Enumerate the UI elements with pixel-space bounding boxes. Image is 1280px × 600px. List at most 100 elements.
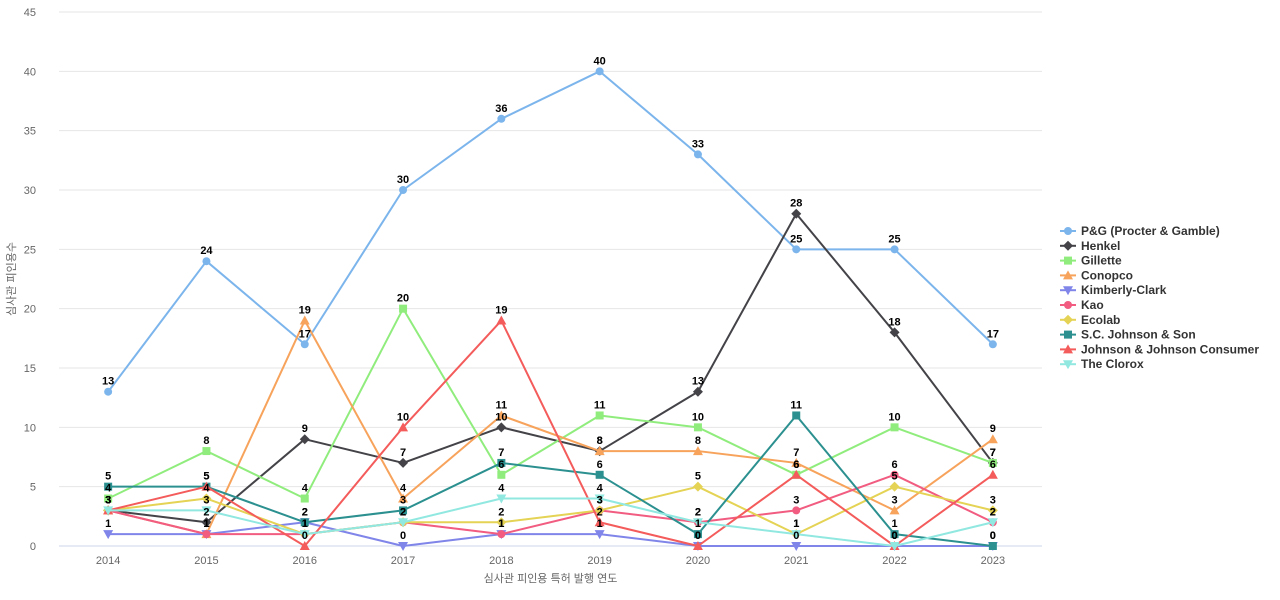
- diamond-marker-icon: [201, 493, 212, 504]
- data-point-label: 0: [990, 530, 996, 542]
- y-tick-label: 10: [24, 422, 36, 434]
- data-point-label: 1: [203, 518, 209, 530]
- circle-marker-icon: [890, 470, 899, 479]
- x-tick-label: 2020: [686, 555, 710, 567]
- data-point-label: 9: [302, 423, 308, 435]
- legend: P&G (Procter & Gamble)HenkelGilletteCono…: [1060, 224, 1259, 371]
- legend-label: Johnson & Johnson Consumer: [1081, 342, 1259, 356]
- triangle-down-marker-icon: [594, 494, 605, 504]
- legend-square-icon: [1064, 256, 1072, 265]
- legend-label: The Clorox: [1081, 357, 1144, 371]
- data-point-label: 3: [105, 494, 111, 506]
- circle-marker-icon: [595, 67, 604, 76]
- legend-item-kimberly-clark[interactable]: Kimberly-Clark: [1060, 283, 1167, 297]
- triangle-down-marker-icon: [398, 518, 409, 528]
- square-marker-icon: [693, 530, 702, 539]
- circle-marker-icon: [300, 340, 309, 349]
- square-marker-icon: [693, 423, 702, 432]
- x-tick-label: 2019: [587, 555, 611, 567]
- square-marker-icon: [988, 458, 997, 467]
- data-point-label: 1: [597, 518, 603, 530]
- triangle-marker-icon: [791, 469, 802, 479]
- legend-label: S.C. Johnson & Son: [1081, 328, 1196, 342]
- series-line: [107, 70, 994, 393]
- data-point-label: 2: [203, 506, 209, 518]
- legend-item-ecolab[interactable]: Ecolab: [1060, 313, 1120, 327]
- legend-item-the-clorox[interactable]: The Clorox: [1060, 357, 1144, 371]
- data-point-label: 10: [397, 411, 409, 423]
- legend-label: Kimberly-Clark: [1081, 283, 1167, 297]
- data-point-label: 0: [990, 530, 996, 542]
- legend-triangle-icon: [1063, 344, 1073, 354]
- gridlines: [59, 11, 1042, 547]
- data-point-label: 5: [891, 471, 897, 483]
- legend-item-kao[interactable]: Kao: [1060, 298, 1104, 312]
- diamond-marker-icon: [299, 434, 310, 445]
- data-point-label: 3: [105, 494, 111, 506]
- triangle-marker-icon: [299, 315, 310, 325]
- data-point-label: 3: [105, 494, 111, 506]
- data-point-label: 8: [597, 435, 603, 447]
- data-point-label: 3: [105, 494, 111, 506]
- y-tick-label: 20: [24, 304, 36, 316]
- series-johnson-johnson-consumer: [103, 315, 998, 550]
- legend-item-johnson-johnson-consumer[interactable]: Johnson & Johnson Consumer: [1060, 342, 1259, 356]
- y-axis-tick-labels: 0 5 10 15 20 25 30 35 40 45: [24, 7, 36, 553]
- x-axis-title: 심사관 피인용 특허 발행 연도: [484, 572, 618, 585]
- data-point-label: 4: [302, 483, 309, 495]
- square-marker-icon: [399, 506, 408, 515]
- data-point-label: 3: [990, 494, 996, 506]
- data-point-label: 0: [400, 530, 406, 542]
- x-tick-label: 2023: [981, 555, 1005, 567]
- data-point-label: 1: [793, 518, 799, 530]
- triangle-down-marker-icon: [103, 506, 114, 516]
- x-tick-label: 2014: [96, 555, 120, 567]
- triangle-down-marker-icon: [103, 530, 114, 540]
- legend-item-henkel[interactable]: Henkel: [1060, 239, 1120, 253]
- legend-item-conopco[interactable]: Conopco: [1060, 268, 1133, 282]
- data-point-label: 7: [498, 447, 504, 459]
- data-point-label: 8: [597, 435, 603, 447]
- diamond-marker-icon: [791, 208, 802, 219]
- legend-triangle-icon: [1063, 270, 1073, 280]
- data-point-label: 6: [990, 459, 996, 471]
- triangle-marker-icon: [889, 505, 900, 515]
- data-point-label: 1: [302, 518, 308, 530]
- circle-marker-icon: [202, 530, 211, 539]
- square-marker-icon: [202, 447, 211, 456]
- triangle-down-marker-icon: [201, 506, 212, 516]
- data-point-label: 10: [888, 411, 900, 423]
- series-line: [107, 473, 994, 536]
- data-point-label: 17: [299, 328, 311, 340]
- triangle-down-marker-icon: [692, 518, 703, 528]
- diamond-marker-icon: [398, 457, 409, 468]
- data-point-label: 7: [990, 447, 996, 459]
- legend-item-gillette[interactable]: Gillette: [1060, 254, 1122, 268]
- data-point-label: 6: [793, 459, 799, 471]
- x-tick-label: 2016: [293, 555, 317, 567]
- square-marker-icon: [300, 494, 309, 503]
- legend-item-s-c-johnson-son[interactable]: S.C. Johnson & Son: [1060, 328, 1196, 342]
- y-tick-label: 0: [30, 541, 36, 553]
- square-marker-icon: [988, 542, 997, 550]
- data-point-label: 0: [891, 530, 897, 542]
- square-marker-icon: [104, 482, 113, 491]
- data-point-label: 17: [987, 328, 999, 340]
- y-tick-label: 35: [24, 126, 36, 138]
- data-point-label: 2: [400, 506, 406, 518]
- data-point-label: 0: [891, 530, 897, 542]
- data-point-label: 0: [695, 530, 701, 542]
- series-line: [107, 307, 994, 500]
- data-point-label: 13: [692, 376, 704, 388]
- y-axis-title: 심사관 피인용수: [5, 242, 18, 316]
- triangle-marker-icon: [496, 410, 507, 420]
- series-line: [107, 414, 994, 547]
- data-point-label: 11: [496, 399, 508, 411]
- data-point-label: 0: [793, 530, 799, 542]
- circle-marker-icon: [399, 186, 408, 194]
- triangle-marker-icon: [791, 457, 802, 467]
- data-point-label: 8: [695, 435, 701, 447]
- x-tick-label: 2021: [784, 555, 808, 567]
- circle-marker-icon: [890, 245, 899, 254]
- legend-item-p-g-procter-gamble[interactable]: P&G (Procter & Gamble): [1060, 224, 1220, 238]
